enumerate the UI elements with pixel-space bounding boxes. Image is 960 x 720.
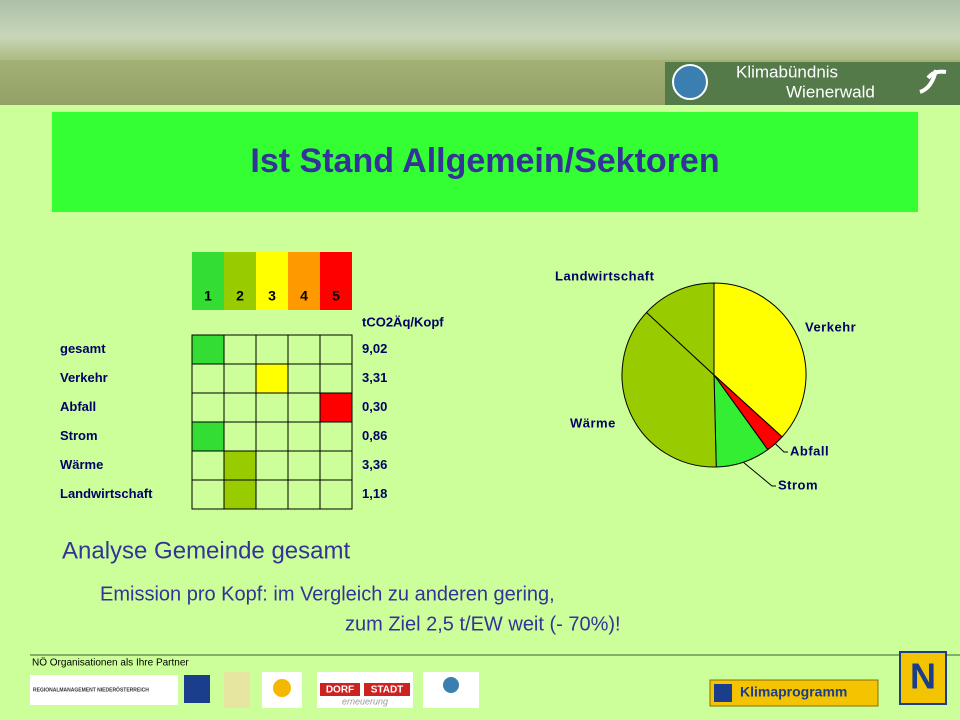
cell xyxy=(224,335,256,364)
footer-logo xyxy=(224,672,250,708)
slide: Klimabündnis Wienerwald Ist Stand Allgem… xyxy=(0,0,960,720)
rating-cell xyxy=(192,422,224,451)
row-value: 3,31 xyxy=(362,370,387,385)
cell xyxy=(320,480,352,509)
body-heading: Analyse Gemeinde gesamt xyxy=(62,537,350,564)
logo-text: Klimabündnis xyxy=(736,62,838,81)
cell xyxy=(224,364,256,393)
rating-cell xyxy=(224,480,256,509)
cell xyxy=(224,422,256,451)
pie-label: Strom xyxy=(778,477,818,492)
rating-cell xyxy=(224,451,256,480)
klimaprogramm-n xyxy=(714,684,732,702)
cell xyxy=(288,335,320,364)
scale-label: 2 xyxy=(236,288,244,304)
scale-label: 1 xyxy=(204,288,212,304)
row-value: 9,02 xyxy=(362,341,387,356)
row-value: 0,86 xyxy=(362,428,387,443)
cell xyxy=(256,451,288,480)
footer-logo-text: STADT xyxy=(371,685,404,696)
cell xyxy=(256,393,288,422)
scale-label: 3 xyxy=(268,288,276,304)
scale-label: 5 xyxy=(332,288,340,304)
pie-label: Verkehr xyxy=(805,319,856,334)
cell xyxy=(256,480,288,509)
footer-logo-text: REGIONALMANAGEMENT NIEDERÖSTERREICH xyxy=(33,686,149,693)
pie-label: Wärme xyxy=(570,415,616,430)
rating-cell xyxy=(320,393,352,422)
cell xyxy=(256,335,288,364)
cell xyxy=(192,364,224,393)
row-label: Verkehr xyxy=(60,370,108,385)
cell xyxy=(320,451,352,480)
cell xyxy=(192,393,224,422)
pie-label: Abfall xyxy=(790,443,829,458)
cell xyxy=(320,335,352,364)
pie-label: Landwirtschaft xyxy=(555,268,655,283)
cell xyxy=(320,422,352,451)
row-value: 3,36 xyxy=(362,457,387,472)
cell xyxy=(256,422,288,451)
footer-logo-text: erneuerung xyxy=(342,696,388,706)
scale-label: 4 xyxy=(300,288,308,304)
noe-logo-text: N xyxy=(910,656,936,697)
title: Ist Stand Allgemein/Sektoren xyxy=(250,142,719,180)
unit-label: tCO2Äq/Kopf xyxy=(362,314,444,329)
cell xyxy=(288,393,320,422)
row-label: Abfall xyxy=(60,399,96,414)
cell xyxy=(192,451,224,480)
cell xyxy=(288,480,320,509)
row-value: 1,18 xyxy=(362,486,387,501)
row-label: Strom xyxy=(60,428,98,443)
rating-cell xyxy=(192,335,224,364)
cell xyxy=(288,422,320,451)
cell xyxy=(224,393,256,422)
row-label: Wärme xyxy=(60,457,103,472)
footer-caption: NÖ Organisationen als Ihre Partner xyxy=(32,657,189,669)
logo-text: Wienerwald xyxy=(786,82,875,101)
footer-logo-text: DORF xyxy=(326,685,354,696)
cell xyxy=(320,364,352,393)
klimaprogramm-text: Klimaprogramm xyxy=(740,684,847,700)
row-value: 0,30 xyxy=(362,399,387,414)
footer-logo-globe xyxy=(443,677,459,693)
footer-logo-n xyxy=(184,675,210,703)
body-text: zum Ziel 2,5 t/EW weit (- 70%)! xyxy=(345,613,621,635)
row-label: gesamt xyxy=(60,341,106,356)
cell xyxy=(288,364,320,393)
cell xyxy=(192,480,224,509)
body-text: Emission pro Kopf: im Vergleich zu ander… xyxy=(100,583,555,605)
background xyxy=(0,0,960,720)
footer-logo-sun xyxy=(273,679,291,697)
logo-globe xyxy=(673,65,707,99)
row-label: Landwirtschaft xyxy=(60,486,153,501)
cell xyxy=(288,451,320,480)
rating-cell xyxy=(256,364,288,393)
